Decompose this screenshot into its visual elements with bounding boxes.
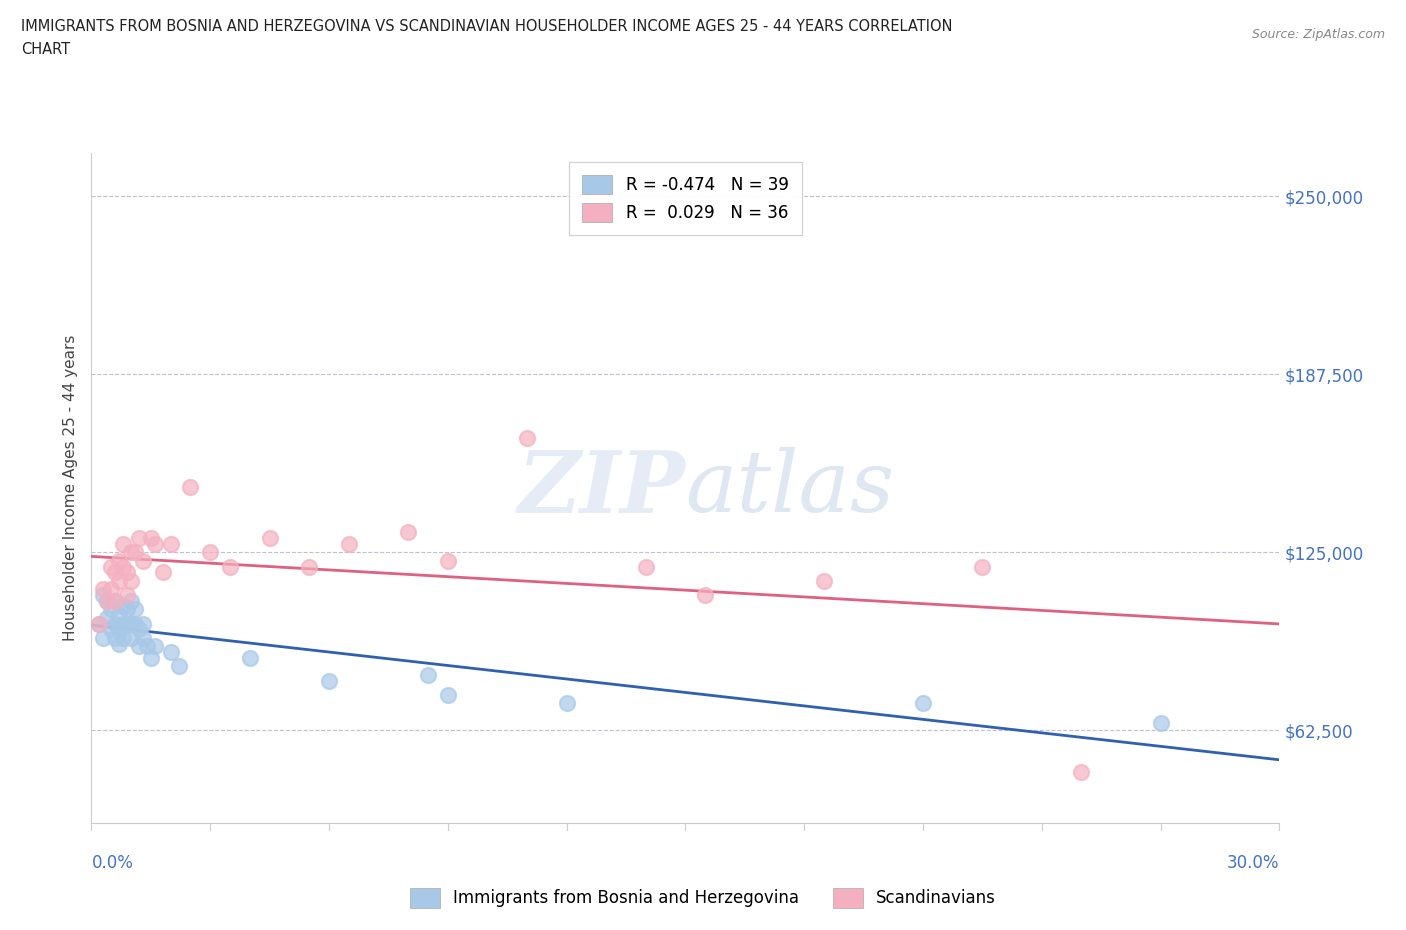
Point: [89, 617, 111, 631]
Point: [416, 668, 439, 683]
Point: [911, 696, 934, 711]
Y-axis label: Householder Income Ages 25 - 44 years: Householder Income Ages 25 - 44 years: [63, 335, 79, 642]
Text: Source: ZipAtlas.com: Source: ZipAtlas.com: [1251, 28, 1385, 41]
Point: [100, 622, 122, 637]
Point: [813, 574, 835, 589]
Point: [139, 531, 162, 546]
Point: [298, 559, 321, 574]
Point: [695, 588, 717, 603]
Text: IMMIGRANTS FROM BOSNIA AND HERZEGOVINA VS SCANDINAVIAN HOUSEHOLDER INCOME AGES 2: IMMIGRANTS FROM BOSNIA AND HERZEGOVINA V…: [21, 19, 953, 33]
Point: [128, 531, 150, 546]
Point: [124, 602, 146, 617]
Text: 0.0%: 0.0%: [91, 854, 134, 871]
Point: [1070, 764, 1092, 779]
Point: [159, 537, 181, 551]
Point: [115, 602, 138, 617]
Point: [104, 631, 127, 645]
Point: [128, 639, 150, 654]
Point: [100, 559, 122, 574]
Point: [108, 622, 131, 637]
Point: [396, 525, 419, 539]
Point: [115, 565, 138, 579]
Point: [91, 588, 114, 603]
Point: [120, 574, 142, 589]
Point: [112, 617, 135, 631]
Point: [259, 531, 281, 546]
Point: [112, 631, 135, 645]
Point: [108, 574, 131, 589]
Point: [108, 636, 131, 651]
Text: CHART: CHART: [21, 42, 70, 57]
Point: [239, 650, 262, 665]
Point: [89, 617, 111, 631]
Point: [337, 537, 360, 551]
Point: [1150, 716, 1173, 731]
Point: [143, 537, 166, 551]
Point: [120, 545, 142, 560]
Point: [132, 617, 155, 631]
Point: [115, 588, 138, 603]
Point: [104, 565, 127, 579]
Point: [132, 631, 155, 645]
Point: [436, 553, 458, 568]
Point: [120, 593, 142, 608]
Legend: Immigrants from Bosnia and Herzegovina, Scandinavians: Immigrants from Bosnia and Herzegovina, …: [404, 882, 1002, 914]
Point: [96, 593, 118, 608]
Point: [115, 617, 138, 631]
Point: [436, 687, 458, 702]
Point: [112, 599, 135, 614]
Point: [108, 607, 131, 622]
Point: [200, 545, 222, 560]
Point: [104, 617, 127, 631]
Point: [152, 565, 174, 579]
Point: [555, 696, 578, 711]
Point: [167, 658, 190, 673]
Point: [91, 582, 114, 597]
Point: [112, 559, 135, 574]
Point: [634, 559, 657, 574]
Point: [112, 537, 135, 551]
Text: ZIP: ZIP: [517, 446, 685, 530]
Point: [139, 650, 162, 665]
Point: [120, 631, 142, 645]
Point: [120, 617, 142, 631]
Point: [96, 610, 118, 625]
Point: [972, 559, 994, 574]
Point: [143, 639, 166, 654]
Point: [100, 582, 122, 597]
Point: [124, 545, 146, 560]
Point: [100, 602, 122, 617]
Point: [108, 553, 131, 568]
Legend: R = -0.474   N = 39, R =  0.029   N = 36: R = -0.474 N = 39, R = 0.029 N = 36: [569, 162, 801, 235]
Point: [159, 644, 181, 659]
Point: [91, 631, 114, 645]
Text: 30.0%: 30.0%: [1227, 854, 1279, 871]
Point: [96, 593, 118, 608]
Point: [318, 673, 340, 688]
Point: [219, 559, 242, 574]
Point: [104, 593, 127, 608]
Point: [135, 639, 157, 654]
Point: [179, 479, 201, 494]
Point: [516, 431, 538, 445]
Point: [128, 622, 150, 637]
Point: [124, 617, 146, 631]
Point: [132, 553, 155, 568]
Text: atlas: atlas: [685, 447, 894, 529]
Point: [104, 593, 127, 608]
